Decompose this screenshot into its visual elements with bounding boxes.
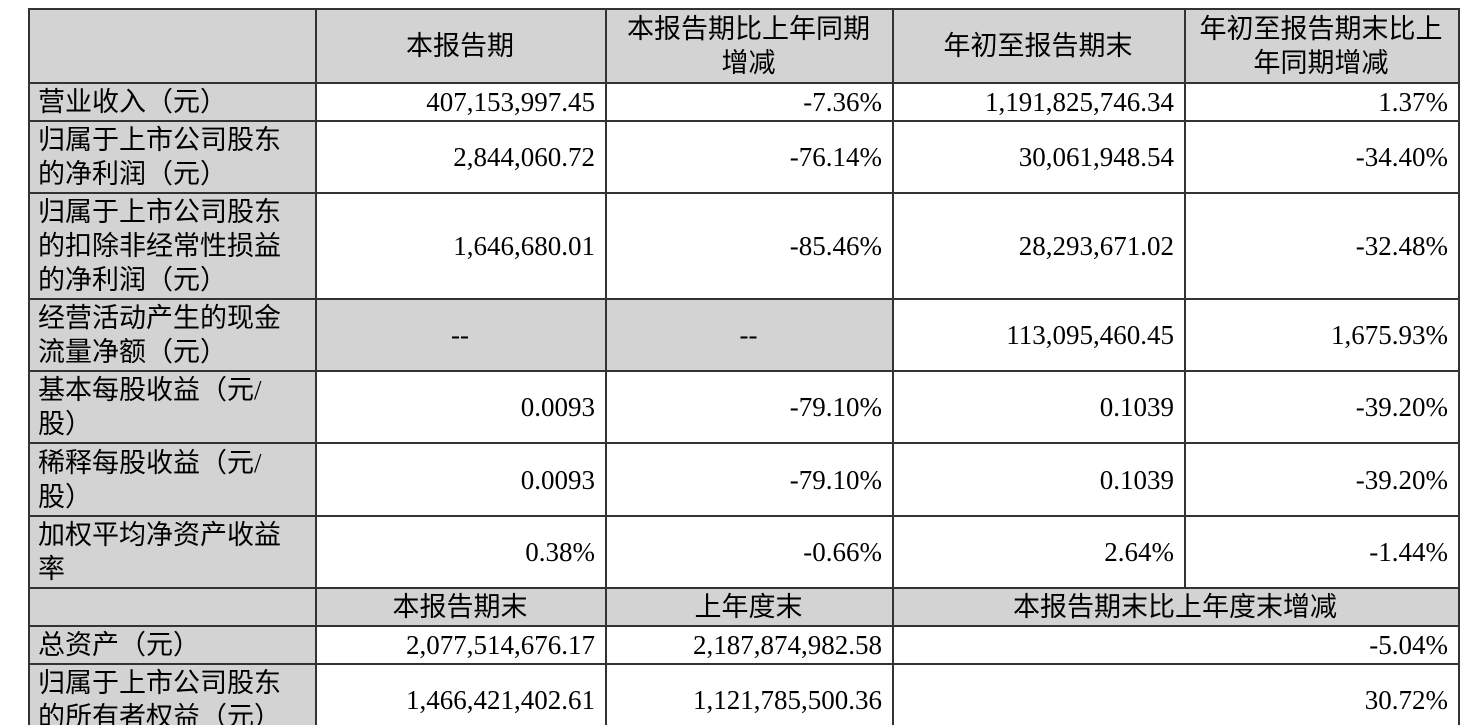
value-cell: -34.40% bbox=[1184, 120, 1460, 194]
value-cell: -79.10% bbox=[605, 442, 894, 517]
value-cell: 2,077,514,676.17 bbox=[315, 625, 607, 665]
header-cell-current-period: 本报告期 bbox=[315, 8, 607, 84]
table-row-net-profit-excl-nonrecurring: 归属于上市公司股东 的扣除非经常性损益 的净利润（元） 1,646,680.01… bbox=[28, 192, 1460, 300]
table-row-diluted-eps: 稀释每股收益（元/ 股） 0.0093 -79.10% 0.1039 -39.2… bbox=[28, 442, 1460, 517]
value-cell: 2,844,060.72 bbox=[315, 120, 607, 194]
row-label-cell: 归属于上市公司股东 的净利润（元） bbox=[28, 120, 317, 194]
table-row-net-profit: 归属于上市公司股东 的净利润（元） 2,844,060.72 -76.14% 3… bbox=[28, 120, 1460, 194]
value-cell: 0.1039 bbox=[892, 442, 1186, 517]
table-row-total-assets: 总资产（元） 2,077,514,676.17 2,187,874,982.58… bbox=[28, 625, 1460, 665]
value-cell: 1,466,421,402.61 bbox=[315, 663, 607, 725]
header-cell-yoy-change: 本报告期比上年同期 增减 bbox=[605, 8, 894, 84]
value-cell: -32.48% bbox=[1184, 192, 1460, 300]
table-row-weighted-avg-roe: 加权平均净资产收益 率 0.38% -0.66% 2.64% -1.44% bbox=[28, 515, 1460, 589]
table-row-revenue: 营业收入（元） 407,153,997.45 -7.36% 1,191,825,… bbox=[28, 82, 1460, 122]
value-cell: -39.20% bbox=[1184, 370, 1460, 444]
row-label-cell: 归属于上市公司股东 的扣除非经常性损益 的净利润（元） bbox=[28, 192, 317, 300]
value-cell: 2,187,874,982.58 bbox=[605, 625, 894, 665]
table-row-equity-attributable: 归属于上市公司股东 的所有者权益（元） 1,466,421,402.61 1,1… bbox=[28, 663, 1460, 725]
table-row-basic-eps: 基本每股收益（元/ 股） 0.0093 -79.10% 0.1039 -39.2… bbox=[28, 370, 1460, 444]
subheader-corner-cell bbox=[28, 587, 317, 627]
value-cell: -76.14% bbox=[605, 120, 894, 194]
value-cell: 0.0093 bbox=[315, 370, 607, 444]
row-label-cell: 基本每股收益（元/ 股） bbox=[28, 370, 317, 444]
header-cell-ytd: 年初至报告期末 bbox=[892, 8, 1186, 84]
row-label-cell: 加权平均净资产收益 率 bbox=[28, 515, 317, 589]
row-label-cell: 归属于上市公司股东 的所有者权益（元） bbox=[28, 663, 317, 725]
value-cell: 0.1039 bbox=[892, 370, 1186, 444]
merged-change-cell: -5.04% bbox=[892, 625, 1460, 665]
table-subheader-row: 本报告期末 上年度末 本报告期末比上年度末增减 bbox=[28, 587, 1460, 627]
value-cell-na: -- bbox=[315, 298, 607, 372]
value-cell: 113,095,460.45 bbox=[892, 298, 1186, 372]
value-cell: 0.0093 bbox=[315, 442, 607, 517]
value-cell: 1,191,825,746.34 bbox=[892, 82, 1186, 122]
value-cell: -79.10% bbox=[605, 370, 894, 444]
value-cell: -85.46% bbox=[605, 192, 894, 300]
value-cell: 2.64% bbox=[892, 515, 1186, 589]
value-cell-na: -- bbox=[605, 298, 894, 372]
value-cell: 30,061,948.54 bbox=[892, 120, 1186, 194]
row-label-cell: 经营活动产生的现金 流量净额（元） bbox=[28, 298, 317, 372]
merged-change-cell: 30.72% bbox=[892, 663, 1460, 725]
value-cell: -39.20% bbox=[1184, 442, 1460, 517]
header-cell-ytd-yoy-change: 年初至报告期末比上 年同期增减 bbox=[1184, 8, 1460, 84]
row-label-cell: 营业收入（元） bbox=[28, 82, 317, 122]
value-cell: 407,153,997.45 bbox=[315, 82, 607, 122]
table-row-operating-cash-flow: 经营活动产生的现金 流量净额（元） -- -- 113,095,460.45 1… bbox=[28, 298, 1460, 372]
value-cell: -1.44% bbox=[1184, 515, 1460, 589]
value-cell: 1,646,680.01 bbox=[315, 192, 607, 300]
value-cell: 1,675.93% bbox=[1184, 298, 1460, 372]
row-label-cell: 总资产（元） bbox=[28, 625, 317, 665]
subheader-cell-prior-year-end: 上年度末 bbox=[605, 587, 894, 627]
financial-summary-table: 本报告期 本报告期比上年同期 增减 年初至报告期末 年初至报告期末比上 年同期增… bbox=[28, 8, 1460, 725]
subheader-cell-change-vs-prior-year-end: 本报告期末比上年度末增减 bbox=[892, 587, 1460, 627]
table-header-row: 本报告期 本报告期比上年同期 增减 年初至报告期末 年初至报告期末比上 年同期增… bbox=[28, 8, 1460, 84]
header-corner-cell bbox=[28, 8, 317, 84]
value-cell: -7.36% bbox=[605, 82, 894, 122]
subheader-cell-period-end: 本报告期末 bbox=[315, 587, 607, 627]
value-cell: -0.66% bbox=[605, 515, 894, 589]
value-cell: 0.38% bbox=[315, 515, 607, 589]
value-cell: 1.37% bbox=[1184, 82, 1460, 122]
row-label-cell: 稀释每股收益（元/ 股） bbox=[28, 442, 317, 517]
value-cell: 1,121,785,500.36 bbox=[605, 663, 894, 725]
value-cell: 28,293,671.02 bbox=[892, 192, 1186, 300]
